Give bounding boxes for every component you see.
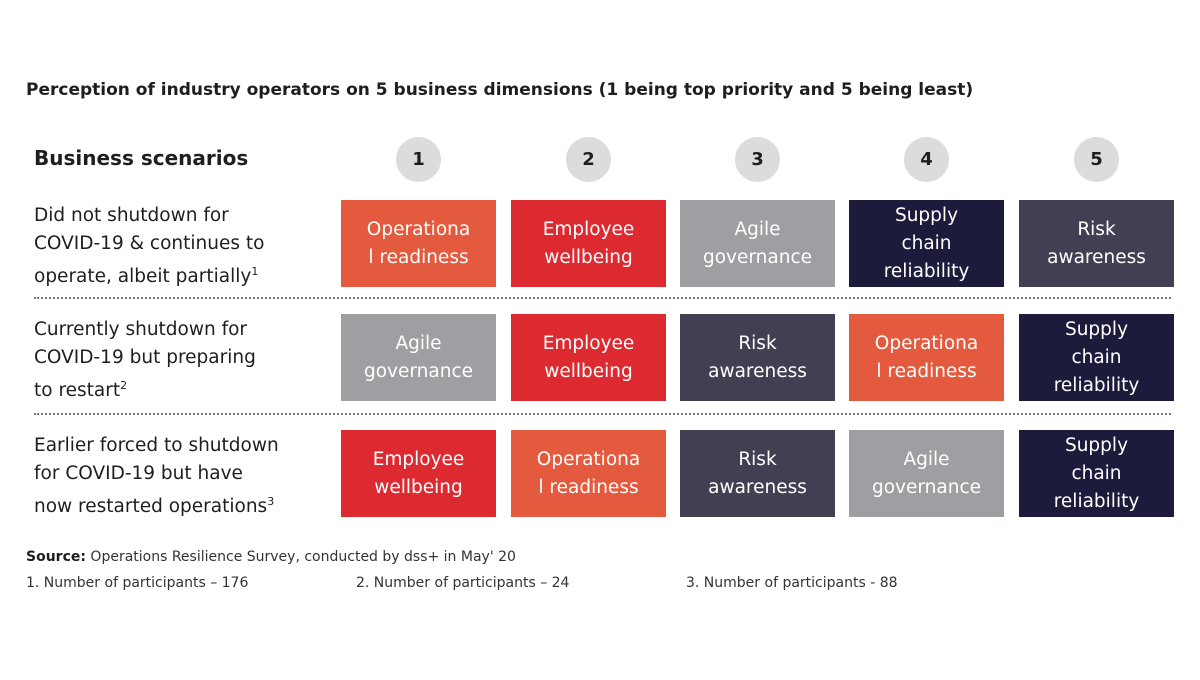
rank-circle-4: 4 — [904, 137, 949, 182]
priority-cell: Employee wellbeing — [511, 314, 666, 401]
scenario-line: operate, albeit partially — [34, 266, 252, 288]
scenario-line: to restart — [34, 380, 121, 402]
priority-cell: Supply chain reliability — [849, 200, 1004, 287]
priority-cell: Operationa l readiness — [341, 200, 496, 287]
rank-circle-3: 3 — [735, 137, 780, 182]
row-divider — [34, 297, 1171, 299]
scenario-line: Earlier forced to shutdown — [34, 435, 279, 456]
priority-cell-label: Risk awareness — [708, 448, 807, 498]
priority-cell: Agile governance — [341, 314, 496, 401]
rank-circle-5: 5 — [1074, 137, 1119, 182]
scenario-label: Earlier forced to shutdown for COVID-19 b… — [34, 432, 334, 521]
row-divider — [34, 413, 1171, 415]
scenario-line: Did not shutdown for — [34, 205, 229, 226]
footnote-ref: 3 — [267, 495, 275, 508]
footnote-ref: 2 — [120, 379, 128, 392]
priority-cell-label: Employee wellbeing — [542, 332, 635, 382]
priority-cell-label: Supply chain reliability — [1053, 434, 1140, 512]
priority-cell: Agile governance — [849, 430, 1004, 517]
priority-cell: Operationa l readiness — [849, 314, 1004, 401]
priority-cell-label: Agile governance — [871, 448, 981, 498]
footnote-ref: 1 — [251, 265, 259, 278]
scenario-line: COVID-19 but preparing — [34, 347, 256, 368]
scenario-line: now restarted operations — [34, 496, 268, 518]
priority-cell: Employee wellbeing — [341, 430, 496, 517]
chart-title: Perception of industry operators on 5 bu… — [26, 80, 974, 100]
priority-cell: Supply chain reliability — [1019, 430, 1174, 517]
priority-cell-label: Agile governance — [363, 332, 473, 382]
priority-cell: Operationa l readiness — [511, 430, 666, 517]
priority-cell-label: Agile governance — [702, 218, 812, 268]
source-line: Source: Operations Resilience Survey, co… — [26, 549, 516, 565]
row-header-label: Business scenarios — [34, 146, 249, 170]
footnote-3: 3. Number of participants - 88 — [686, 575, 898, 591]
priority-cell-label: Employee wellbeing — [542, 218, 635, 268]
footnote-2: 2. Number of participants – 24 — [356, 575, 570, 591]
scenario-line: for COVID-19 but have — [34, 463, 243, 484]
rank-circle-1: 1 — [396, 137, 441, 182]
priority-cell: Risk awareness — [680, 314, 835, 401]
priority-cell: Supply chain reliability — [1019, 314, 1174, 401]
rank-circle-2: 2 — [566, 137, 611, 182]
footnote-1: 1. Number of participants – 176 — [26, 575, 249, 591]
source-text: Operations Resilience Survey, conducted … — [85, 549, 516, 565]
priority-cell-label: Risk awareness — [1047, 218, 1146, 268]
priority-cell: Risk awareness — [1019, 200, 1174, 287]
priority-cell: Agile governance — [680, 200, 835, 287]
priority-cell-label: Employee wellbeing — [372, 448, 465, 498]
priority-cell: Risk awareness — [680, 430, 835, 517]
source-label: Source: — [26, 549, 86, 565]
priority-cell-label: Risk awareness — [708, 332, 807, 382]
priority-cell: Employee wellbeing — [511, 200, 666, 287]
scenario-line: COVID-19 & continues to — [34, 233, 265, 254]
priority-cell-label: Operationa l readiness — [874, 332, 979, 382]
scenario-line: Currently shutdown for — [34, 319, 248, 340]
priority-cell-label: Supply chain reliability — [883, 204, 970, 282]
priority-cell-label: Supply chain reliability — [1053, 318, 1140, 396]
priority-cell-label: Operationa l readiness — [366, 218, 471, 268]
priority-cell-label: Operationa l readiness — [536, 448, 641, 498]
scenario-label: Currently shutdown for COVID-19 but prepa… — [34, 316, 334, 405]
scenario-label: Did not shutdown for COVID-19 & continues… — [34, 202, 334, 291]
